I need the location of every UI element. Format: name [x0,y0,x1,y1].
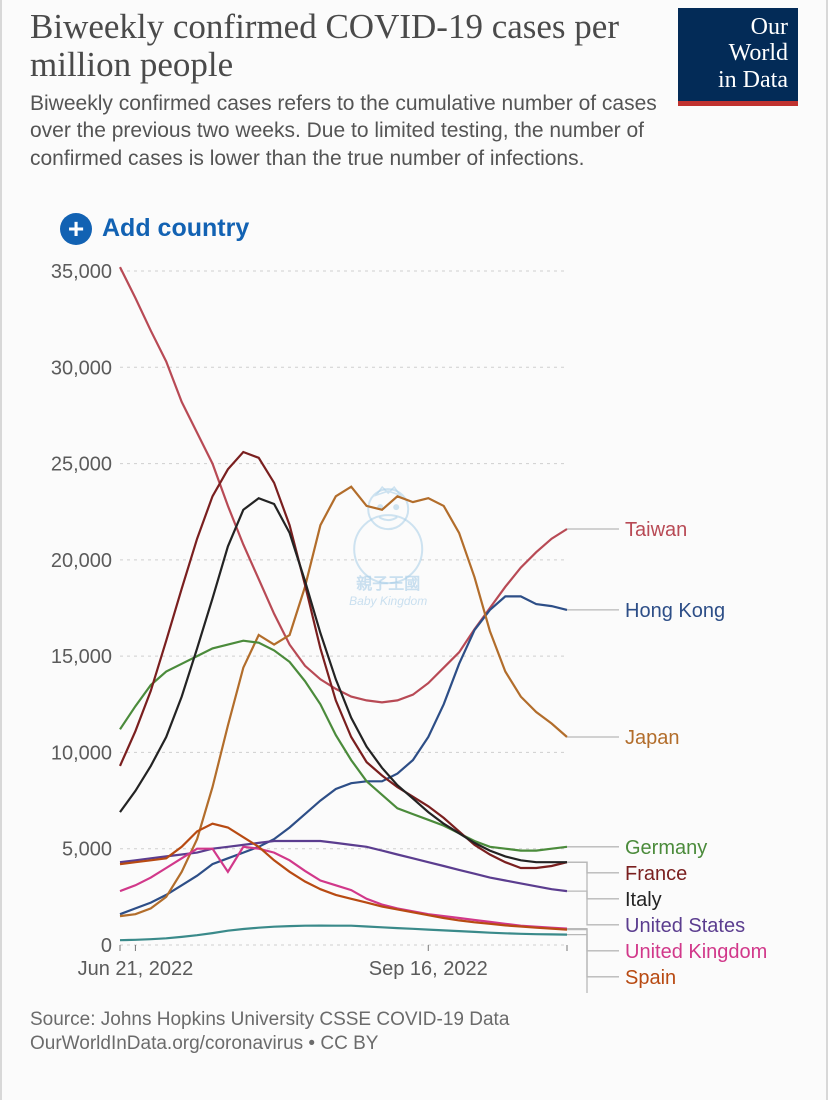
chart-subtitle: Biweekly confirmed cases refers to the c… [30,90,658,173]
source-line1: Source: Johns Hopkins University CSSE CO… [30,1008,798,1032]
svg-text:15,000: 15,000 [51,646,112,668]
svg-text:Italy: Italy [625,889,662,911]
plus-icon: + [60,213,92,245]
svg-text:Jun 21, 2022: Jun 21, 2022 [78,958,194,980]
svg-text:Japan: Japan [625,727,680,749]
svg-text:France: France [625,863,687,885]
svg-text:United States: United States [625,915,745,937]
svg-text:United Kingdom: United Kingdom [625,941,767,963]
svg-text:10,000: 10,000 [51,742,112,764]
svg-text:35,000: 35,000 [51,263,112,283]
svg-text:Spain: Spain [625,967,676,989]
add-country-label: Add country [102,214,249,243]
svg-text:Germany: Germany [625,837,707,859]
source-block: Source: Johns Hopkins University CSSE CO… [30,1008,798,1056]
svg-text:0: 0 [101,935,112,957]
svg-text:Sep 16, 2022: Sep 16, 2022 [369,958,488,980]
owid-logo: Our World in Data [678,8,798,106]
svg-text:20,000: 20,000 [51,550,112,572]
svg-text:25,000: 25,000 [51,453,112,475]
source-line2: OurWorldInData.org/coronavirus • CC BY [30,1032,798,1056]
svg-text:Taiwan: Taiwan [625,519,687,541]
svg-text:30,000: 30,000 [51,357,112,379]
svg-text:5,000: 5,000 [62,838,112,860]
chart-area: 0 5,000 10,000 15,000 20,000 25,000 30,000 35,0… [30,263,798,998]
add-country-button[interactable]: + Add country [60,213,249,245]
owid-logo-line2: in Data [688,67,788,93]
owid-logo-line1: Our World [688,14,788,67]
svg-text:Hong Kong: Hong Kong [625,600,725,622]
svg-text:親子王國: 親子王國 [356,574,420,593]
line-chart: 0 5,000 10,000 15,000 20,000 25,000 30,000 35,0… [30,263,802,993]
chart-title: Biweekly confirmed COVID-19 cases per mi… [30,8,658,84]
svg-text:Baby Kingdom: Baby Kingdom [349,594,427,608]
